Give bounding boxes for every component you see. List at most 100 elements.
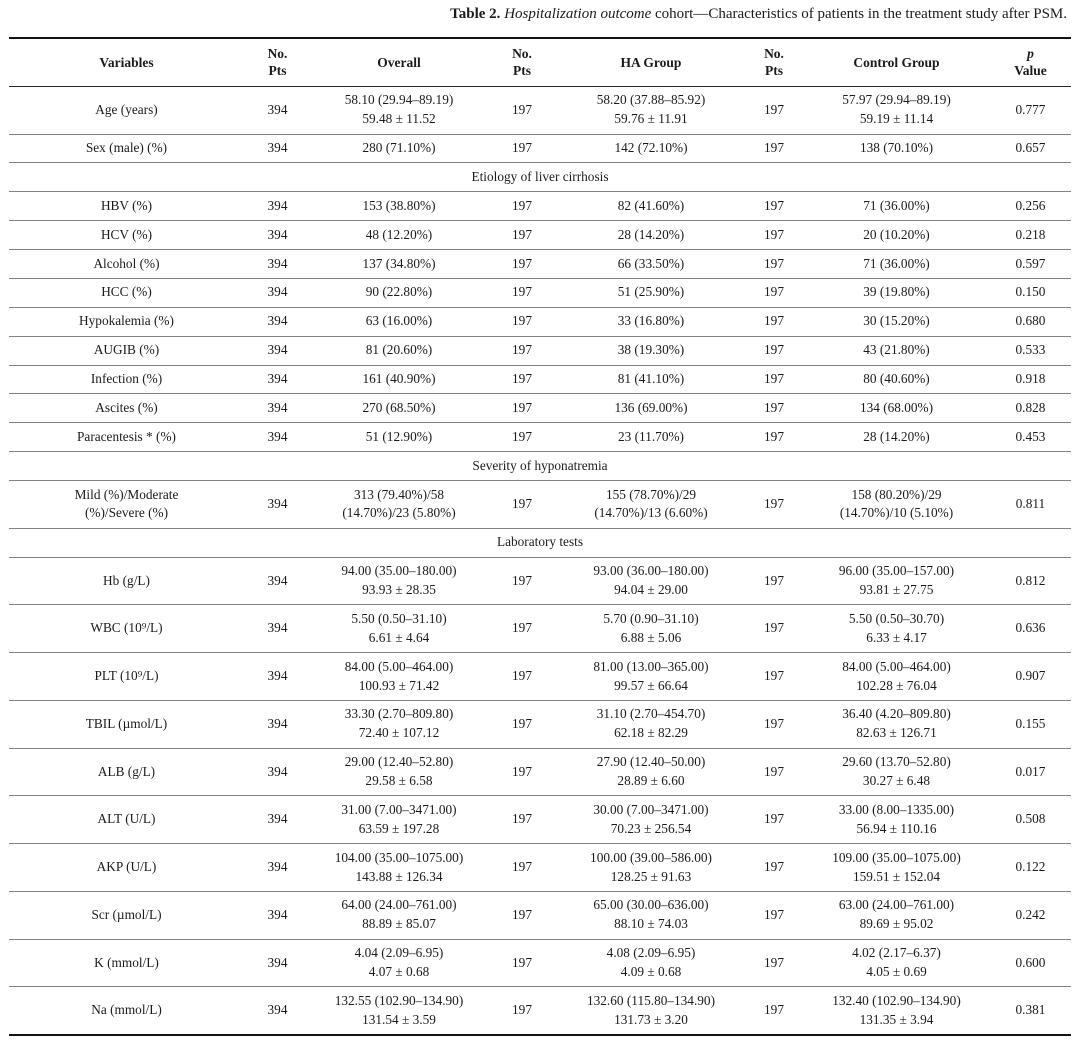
cell-n-pts-overall: 394: [244, 86, 311, 135]
cell-line: 394: [267, 572, 288, 588]
table-row: TBIL (µmol/L) 394 33.30 (2.70–809.80) 72.40…: [9, 700, 1071, 749]
cell-line: 59.48 ± 11.52: [362, 111, 436, 127]
cell-ha-group-value: 38 (19.30%): [557, 336, 745, 366]
cell-line: 93.81 ± 27.75: [859, 582, 934, 598]
cell-line: 197: [764, 226, 784, 242]
cell-n-pts-overall: 394: [244, 748, 311, 797]
cell-line: 197: [764, 1002, 784, 1018]
cell-control-group-value: 4.02 (2.17–6.37) 4.05 ± 0.69: [803, 939, 990, 988]
cell-line: 136 (69.00%): [614, 399, 688, 415]
col-header-line: Pts: [765, 63, 783, 79]
cell-line: 394: [267, 811, 288, 827]
cell-line: 197: [764, 399, 784, 415]
cell-ha-group-value: 58.20 (37.88–85.92) 59.76 ± 11.91: [557, 86, 745, 135]
cell-p-value: 0.218: [990, 220, 1071, 251]
cell-line: 0.155: [1015, 715, 1046, 731]
cell-n-pts-control: 197: [745, 748, 803, 797]
cell-line: 394: [267, 715, 288, 731]
cell-variable: K (mmol/L): [9, 939, 244, 988]
patient-characteristics-table: Variables No. Pts Overall No. Pts HA Group No. P…: [9, 36, 1071, 1037]
cell-line: 131.73 ± 3.20: [614, 1011, 688, 1027]
cell-variable: HCC (%): [9, 278, 244, 308]
cell-line: Paracentesis * (%): [77, 428, 176, 444]
cell-ha-group-value: 31.10 (2.70–454.70) 62.18 ± 82.29: [557, 700, 745, 749]
cell-line: 82.63 ± 126.71: [856, 725, 937, 741]
cell-line: (14.70%)/13 (6.60%): [594, 505, 708, 521]
cell-line: ALT (U/L): [97, 811, 156, 827]
cell-overall-value: 31.00 (7.00–3471.00) 63.59 ± 197.28: [311, 795, 487, 845]
cell-line: 394: [267, 313, 288, 329]
col-header-n-pts-overall: No. Pts: [244, 37, 311, 87]
cell-line: 27.90 (12.40–50.00): [596, 754, 706, 770]
cell-ha-group-value: 51 (25.90%): [557, 278, 745, 308]
cell-control-group-value: 29.60 (13.70–52.80) 30.27 ± 6.48: [803, 748, 990, 797]
cell-line: 197: [764, 954, 784, 970]
cell-overall-value: 51 (12.90%): [311, 422, 487, 453]
col-header-line: Control Group: [853, 54, 940, 70]
cell-n-pts-control: 197: [745, 307, 803, 337]
cell-line: 0.242: [1015, 906, 1046, 922]
cell-line: 197: [512, 572, 532, 588]
cell-line: 51 (25.90%): [617, 284, 685, 300]
cell-line: 0.812: [1015, 572, 1046, 588]
cell-line: 109.00 (35.00–1075.00): [832, 849, 961, 865]
cell-n-pts-control: 197: [745, 891, 803, 940]
table-row: ALB (g/L) 394 29.00 (12.40–52.80) 29.58 ± 6…: [9, 748, 1071, 797]
cell-line: 63.59 ± 197.28: [358, 820, 440, 836]
cell-line: 270 (68.50%): [362, 399, 436, 415]
cell-line: 58.10 (29.94–89.19): [344, 92, 454, 108]
cell-line: 197: [764, 140, 784, 156]
cell-variable: PLT (10⁹/L): [9, 652, 244, 701]
cell-line: 137 (34.80%): [362, 255, 436, 271]
cell-overall-value: 161 (40.90%): [311, 365, 487, 395]
cell-ha-group-value: 65.00 (30.00–636.00) 88.10 ± 74.03: [557, 891, 745, 940]
cell-variable: Alcohol (%): [9, 249, 244, 279]
cell-ha-group-value: 155 (78.70%)/29 (14.70%)/13 (6.60%): [557, 480, 745, 529]
cell-n-pts-control: 197: [745, 422, 803, 453]
cell-line: 197: [512, 715, 532, 731]
table-row: Hypokalemia (%) 394 63 (16.00%) 197 33 (16.8…: [9, 307, 1071, 337]
cell-line: 58.20 (37.88–85.92): [596, 92, 706, 108]
cell-p-value: 0.381: [990, 987, 1071, 1035]
cell-line: 197: [764, 255, 784, 271]
cell-line: 5.50 (0.50–31.10): [351, 610, 447, 626]
cell-line: 102.28 ± 76.04: [856, 677, 937, 693]
cell-line: 197: [512, 255, 532, 271]
cell-line: 62.18 ± 82.29: [614, 725, 688, 741]
cell-line: 88.10 ± 74.03: [614, 916, 688, 932]
caption-description: cohort—Characteristics of patients in th…: [655, 6, 1067, 22]
cell-line: 33 (16.80%): [617, 313, 685, 329]
section-row: Severity of hyponatremia: [9, 451, 1071, 482]
col-header-line: Overall: [377, 54, 421, 70]
cell-line: 155 (78.70%)/29: [605, 486, 697, 502]
cell-line: 132.55 (102.90–134.90): [334, 992, 464, 1008]
cell-overall-value: 270 (68.50%): [311, 393, 487, 424]
cell-control-group-value: 84.00 (5.00–464.00) 102.28 ± 76.04: [803, 652, 990, 701]
cell-line: 197: [764, 715, 784, 731]
cell-line: 0.150: [1015, 284, 1046, 300]
cell-line: 29.60 (13.70–52.80): [842, 754, 951, 770]
col-header-line: No.: [512, 45, 532, 61]
cell-variable: ALT (U/L): [9, 795, 244, 845]
cell-line: 280 (71.10%): [362, 140, 436, 156]
cell-line: 0.256: [1015, 197, 1046, 213]
cell-line: 80 (40.60%): [863, 371, 930, 387]
cell-variable: Na (mmol/L): [9, 987, 244, 1035]
cell-p-value: 0.811: [990, 480, 1071, 529]
cell-line: HCC (%): [101, 284, 152, 300]
cell-n-pts-control: 197: [745, 220, 803, 251]
cell-n-pts-ha: 197: [487, 134, 557, 164]
col-header-line: Pts: [268, 63, 287, 79]
cell-line: 128.25 ± 91.63: [610, 868, 692, 884]
cell-n-pts-control: 197: [745, 987, 803, 1035]
cell-p-value: 0.122: [990, 843, 1071, 892]
cell-line: 4.09 ± 0.68: [620, 964, 682, 980]
cell-line: Age (years): [95, 101, 158, 117]
cell-line: 197: [764, 668, 784, 684]
cell-line: Ascites (%): [95, 399, 158, 415]
cell-variable: Sex (male) (%): [9, 134, 244, 164]
cell-line: PLT (10⁹/L): [94, 668, 159, 684]
cell-variable: Infection (%): [9, 365, 244, 395]
cell-line: 394: [267, 763, 288, 779]
cell-n-pts-ha: 197: [487, 191, 557, 222]
